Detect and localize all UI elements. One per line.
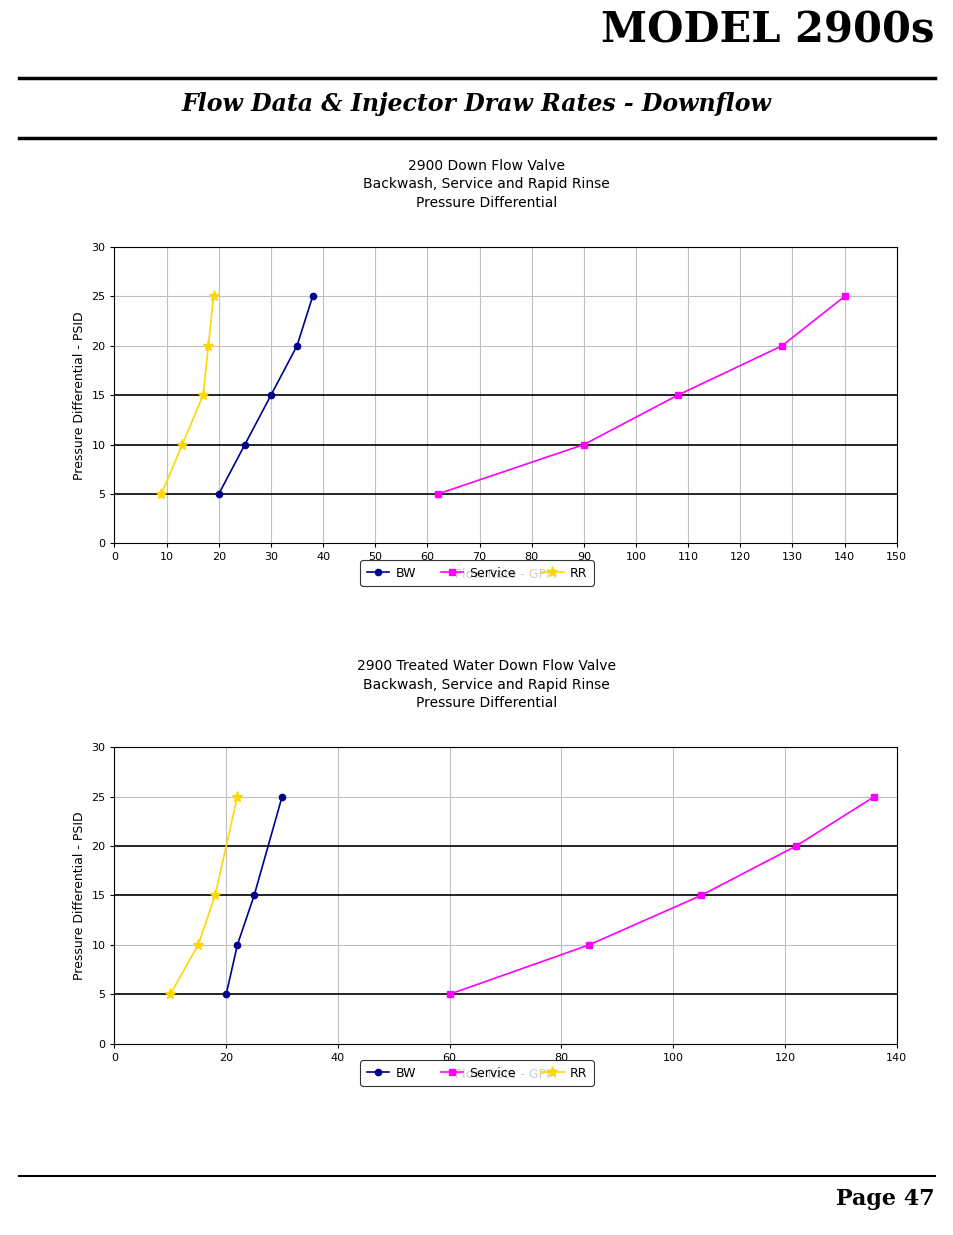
Text: 2900 Treated Water Down Flow Valve
Backwash, Service and Rapid Rinse
Pressure Di: 2900 Treated Water Down Flow Valve Backw…	[356, 659, 616, 710]
Text: Page 47: Page 47	[836, 1188, 934, 1210]
X-axis label: Flow Rate - GPM: Flow Rate - GPM	[455, 1068, 556, 1081]
Y-axis label: Pressure Differential - PSID: Pressure Differential - PSID	[72, 811, 86, 979]
Y-axis label: Pressure Differential - PSID: Pressure Differential - PSID	[72, 311, 86, 479]
Legend: BW, Service, RR: BW, Service, RR	[360, 1061, 593, 1086]
X-axis label: Flow Rate - GPM: Flow Rate - GPM	[455, 568, 556, 580]
Text: MODEL 2900s: MODEL 2900s	[600, 10, 934, 52]
Legend: BW, Service, RR: BW, Service, RR	[360, 561, 593, 585]
Text: Flow Data & Injector Draw Rates - Downflow: Flow Data & Injector Draw Rates - Downfl…	[182, 91, 771, 116]
Text: 2900 Down Flow Valve
Backwash, Service and Rapid Rinse
Pressure Differential: 2900 Down Flow Valve Backwash, Service a…	[363, 159, 609, 210]
